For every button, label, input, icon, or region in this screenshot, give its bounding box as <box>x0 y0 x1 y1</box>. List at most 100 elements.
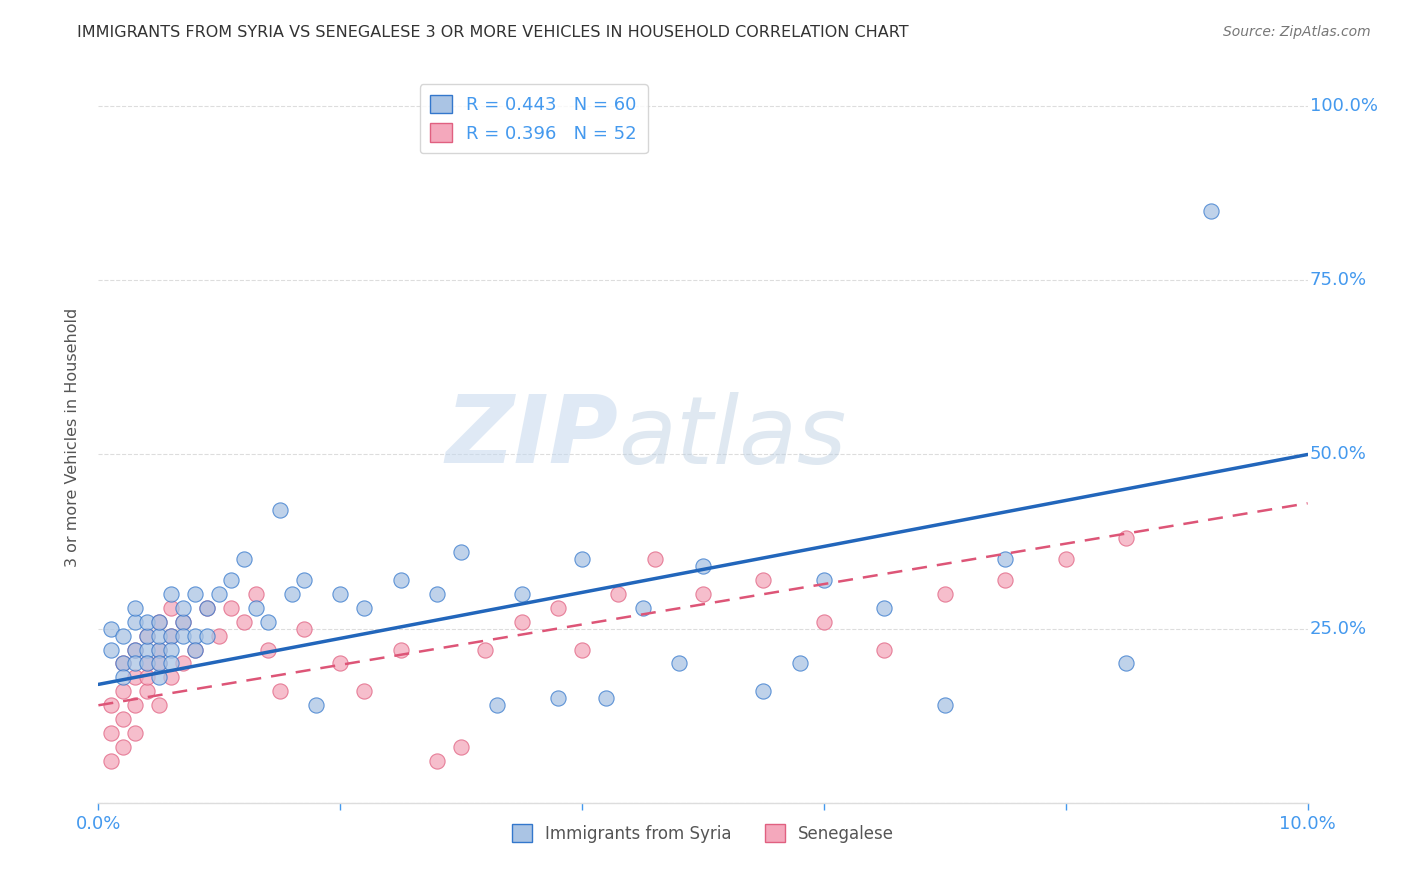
Point <box>172 657 194 671</box>
Point <box>135 670 157 684</box>
Point <box>148 657 170 671</box>
Point <box>148 629 170 643</box>
Point <box>873 600 896 615</box>
Point <box>135 684 157 698</box>
Point <box>607 587 630 601</box>
Point <box>221 573 243 587</box>
Point <box>281 587 304 601</box>
Point <box>221 600 243 615</box>
Point <box>148 642 170 657</box>
Point <box>160 657 183 671</box>
Point <box>124 600 146 615</box>
Point <box>124 726 146 740</box>
Point <box>389 573 412 587</box>
Point <box>148 615 170 629</box>
Point <box>135 642 157 657</box>
Point <box>148 642 170 657</box>
Point <box>124 657 146 671</box>
Point <box>1115 531 1137 545</box>
Point <box>353 684 375 698</box>
Point <box>160 587 183 601</box>
Point <box>571 642 593 657</box>
Point <box>100 726 122 740</box>
Point <box>450 740 472 755</box>
Point <box>450 545 472 559</box>
Point <box>111 712 134 726</box>
Point <box>547 691 569 706</box>
Point <box>208 587 231 601</box>
Point <box>124 615 146 629</box>
Point <box>172 600 194 615</box>
Point <box>245 587 267 601</box>
Point <box>135 629 157 643</box>
Point <box>160 600 183 615</box>
Text: 25.0%: 25.0% <box>1310 620 1367 638</box>
Text: 100.0%: 100.0% <box>1310 97 1378 115</box>
Point <box>269 503 291 517</box>
Point <box>124 642 146 657</box>
Point <box>184 642 207 657</box>
Text: 50.0%: 50.0% <box>1310 445 1367 464</box>
Point <box>184 642 207 657</box>
Point <box>994 552 1017 566</box>
Point <box>232 615 254 629</box>
Point <box>124 670 146 684</box>
Point <box>329 587 352 601</box>
Point <box>245 600 267 615</box>
Point <box>631 600 654 615</box>
Point <box>111 684 134 698</box>
Point <box>195 600 218 615</box>
Point <box>172 615 194 629</box>
Point <box>160 642 183 657</box>
Point <box>692 587 714 601</box>
Point <box>160 629 183 643</box>
Point <box>184 629 207 643</box>
Point <box>813 615 835 629</box>
Point <box>1199 203 1222 218</box>
Point <box>595 691 617 706</box>
Point <box>208 629 231 643</box>
Point <box>873 642 896 657</box>
Point <box>148 615 170 629</box>
Text: atlas: atlas <box>619 392 846 483</box>
Point <box>292 622 315 636</box>
Point <box>510 587 533 601</box>
Point <box>135 615 157 629</box>
Y-axis label: 3 or more Vehicles in Household: 3 or more Vehicles in Household <box>65 308 80 566</box>
Point <box>111 657 134 671</box>
Point <box>692 558 714 573</box>
Point <box>305 698 328 713</box>
Point <box>668 657 690 671</box>
Point <box>111 629 134 643</box>
Point <box>100 642 122 657</box>
Point <box>256 615 278 629</box>
Point <box>994 573 1017 587</box>
Point <box>789 657 811 671</box>
Point <box>124 698 146 713</box>
Text: ZIP: ZIP <box>446 391 619 483</box>
Point <box>111 670 134 684</box>
Point <box>232 552 254 566</box>
Point <box>184 587 207 601</box>
Point <box>124 642 146 657</box>
Point <box>195 600 218 615</box>
Point <box>148 670 170 684</box>
Point <box>571 552 593 566</box>
Point <box>292 573 315 587</box>
Point <box>510 615 533 629</box>
Point <box>135 629 157 643</box>
Point <box>269 684 291 698</box>
Point <box>426 587 449 601</box>
Point <box>160 670 183 684</box>
Text: 75.0%: 75.0% <box>1310 271 1367 289</box>
Point <box>256 642 278 657</box>
Point <box>172 615 194 629</box>
Point <box>1054 552 1077 566</box>
Point <box>148 698 170 713</box>
Point <box>813 573 835 587</box>
Point <box>160 629 183 643</box>
Point <box>100 754 122 768</box>
Point <box>111 740 134 755</box>
Point <box>547 600 569 615</box>
Point <box>148 657 170 671</box>
